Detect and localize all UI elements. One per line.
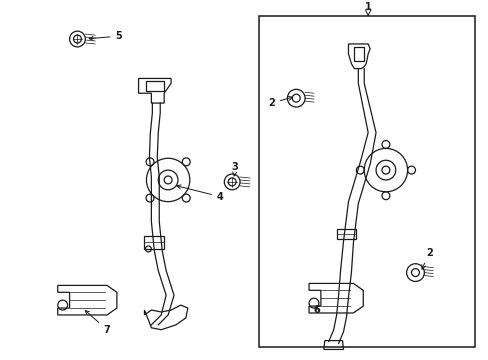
Text: 7: 7 — [85, 311, 110, 335]
Text: 2: 2 — [268, 96, 292, 108]
Text: 4: 4 — [177, 185, 224, 202]
Text: 3: 3 — [231, 162, 238, 176]
Text: 5: 5 — [89, 31, 122, 41]
Text: 6: 6 — [313, 305, 320, 315]
Text: 1: 1 — [364, 3, 371, 12]
Bar — [258, 16, 474, 347]
Text: 2: 2 — [421, 248, 432, 269]
